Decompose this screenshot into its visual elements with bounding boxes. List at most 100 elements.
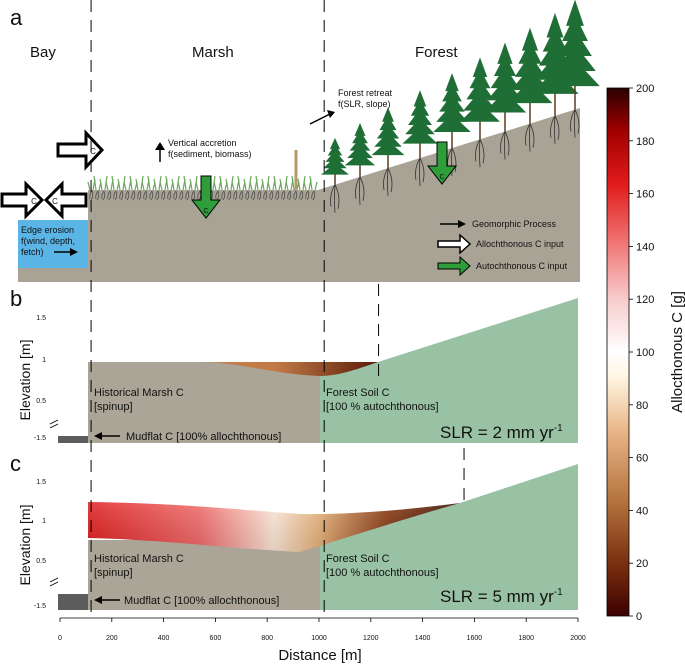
panel-b-marsh-soil (88, 362, 320, 443)
panel-a-legend: Geomorphic Process Allochthonous C input… (437, 219, 568, 277)
axis-break (49, 581, 59, 587)
accretion-arrowhead (155, 142, 165, 150)
panel-b-ytick: 0.5 (36, 398, 46, 405)
grass-root (191, 190, 196, 201)
grass-root (161, 190, 166, 201)
allochthonous-arrow-top: C (56, 129, 105, 171)
panel-b-ylabel: Elevation [m] (17, 340, 33, 421)
axis-break (49, 419, 59, 425)
panel-c-forest-label-1: Forest Soil C (326, 553, 390, 565)
grass-blade (135, 178, 139, 191)
panel-c-ytick: 1.5 (36, 479, 46, 486)
grass-root (251, 190, 256, 201)
arrow-glyph: C (439, 174, 444, 181)
retreat-label-1: Forest retreat (338, 88, 393, 98)
grass-root (227, 190, 232, 201)
panel-c-ytick: -1.5 (34, 603, 46, 610)
panel-c-ytick: 0.5 (36, 558, 46, 565)
panel-c-mudflat (58, 594, 88, 610)
arrow-glyph: C (31, 197, 37, 206)
zone-bay-label: Bay (30, 44, 56, 61)
grass-root (305, 190, 310, 201)
panel-b-ytick: 1.5 (36, 315, 46, 322)
grass-root (125, 190, 130, 201)
x-tick-label: 1200 (363, 635, 379, 642)
pine-tree (344, 123, 376, 205)
grass-blade (189, 178, 193, 191)
grass-root (257, 190, 262, 201)
x-tick-label: 1000 (311, 635, 327, 642)
grass-blade (243, 178, 247, 191)
autochthonous-arrow-forest: C (426, 141, 458, 185)
grass-blade (291, 175, 295, 191)
grass-root (143, 190, 148, 201)
grass-root (215, 190, 220, 201)
colorbar-tick-label: 160 (636, 189, 654, 201)
grass-root (221, 190, 226, 201)
colorbar-tick-label: 120 (636, 294, 654, 306)
grass-root (299, 190, 304, 201)
grass-root (149, 190, 154, 201)
legend-autochthonous-arrow (437, 255, 471, 277)
grass-root (287, 190, 292, 201)
axis-break (49, 577, 59, 583)
panel-b-mudflat (58, 436, 88, 443)
x-tick-label: 1600 (467, 635, 483, 642)
colorbar-tick-label: 200 (636, 83, 654, 95)
x-tick-label: 0 (58, 635, 62, 642)
grass-root (239, 190, 244, 201)
retreat-label-2: f(SLR, slope) (338, 99, 391, 109)
panel-b-marsh-label-1: Historical Marsh C (94, 387, 184, 399)
grass-blade (225, 178, 229, 191)
pine-tree (371, 107, 405, 197)
grass-blade (273, 175, 277, 191)
bay-water (18, 220, 88, 268)
x-axis-label: Distance [m] (278, 647, 361, 664)
panel-c-marsh-soil (88, 540, 320, 610)
colorbar-tick-label: 60 (636, 453, 648, 465)
panel-b-marsh-label-2: [spinup] (94, 401, 133, 413)
soil-cross-section (88, 108, 580, 282)
colorbar-tick-label: 100 (636, 347, 654, 359)
panel-b-forest-label-2: [100 % autochthonous] (326, 401, 439, 413)
colorbar-scale (606, 87, 630, 617)
pine-tree (483, 42, 527, 160)
colorbar-tick-label: 20 (636, 558, 648, 570)
panel-a: a Bay Marsh Forest Vertical accretion f(… (0, 0, 600, 282)
grass-blade (165, 175, 169, 191)
colorbar-tick-label: 0 (636, 611, 642, 623)
panel-b-accreted-marsh-carbon (88, 362, 378, 376)
panel-c-marsh-label-1: Historical Marsh C (94, 553, 184, 565)
colorbar-tick-label: 40 (636, 505, 648, 517)
grass-blade (231, 181, 235, 191)
panel-b-letter: b (10, 286, 22, 311)
grass-blade (237, 175, 241, 191)
grass-blade (314, 181, 318, 191)
grass-root (233, 190, 238, 201)
marsh-grass (87, 175, 318, 191)
panel-b-forest-soil (320, 298, 578, 443)
grass-root (131, 190, 136, 201)
grass-blade (183, 175, 187, 191)
grass-root (101, 190, 106, 201)
arrow-glyph: C (203, 208, 208, 215)
grass-root (113, 190, 118, 201)
x-axis: 0 200 400 600 800 1000 1200 1400 1600 1800 2000 (58, 617, 586, 642)
allochthonous-arrow-right: C (43, 180, 88, 220)
pine-tree (433, 73, 471, 177)
accretion-label-1: Vertical accretion (168, 138, 237, 148)
colorbar-tick-label: 140 (636, 241, 654, 253)
grass-blade (297, 178, 301, 191)
grass-blade (249, 181, 253, 191)
grass-root (275, 190, 280, 201)
grass-blade (105, 181, 109, 191)
panel-b-slr-label: SLR = 2 mm yr-1 (440, 423, 563, 442)
grass-blade (153, 178, 157, 191)
grass-blade (177, 181, 181, 191)
grass-root (263, 190, 268, 201)
panel-c-slr-label: SLR = 5 mm yr-1 (440, 587, 563, 606)
arrow-glyph: C (52, 197, 58, 206)
accretion-label-2: f(sediment, biomass) (168, 149, 252, 159)
axis-break (49, 423, 59, 429)
